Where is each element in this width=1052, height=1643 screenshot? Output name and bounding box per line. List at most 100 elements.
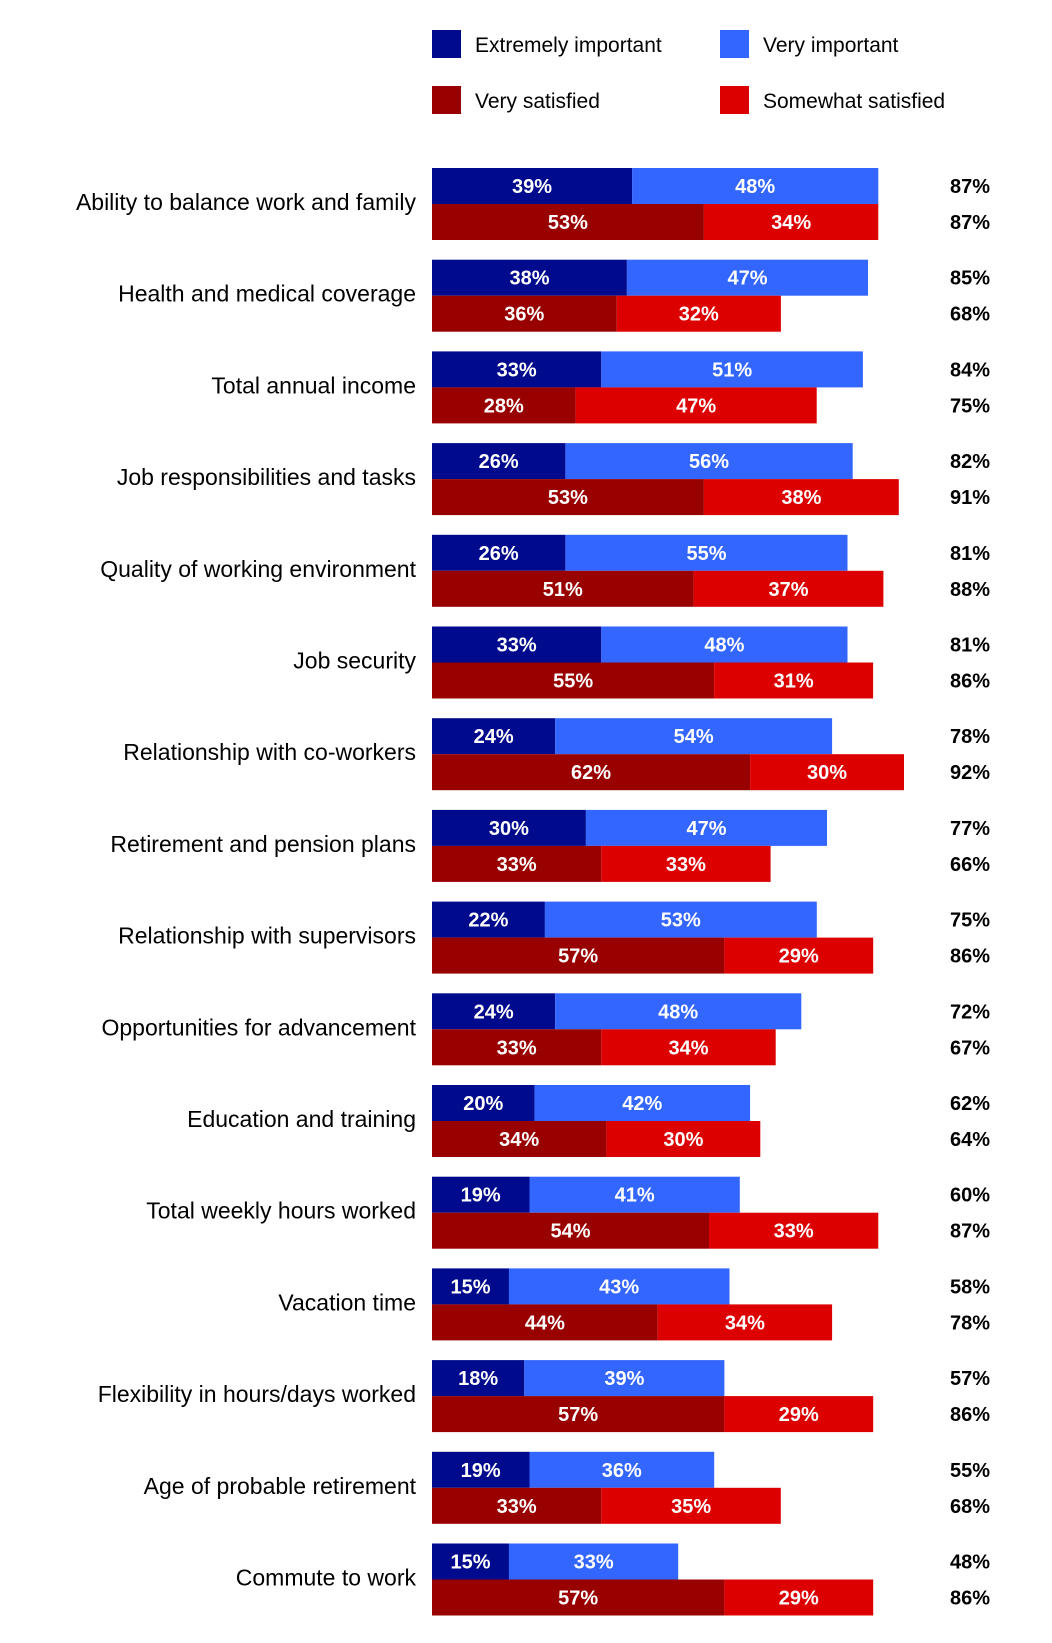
bar-very-satisfied xyxy=(432,1121,607,1157)
bar-somewhat-satisfied xyxy=(724,1579,874,1616)
data-label-somewhat-satisfied: 29% xyxy=(779,1404,819,1426)
data-label-extremely-important: 22% xyxy=(468,910,508,932)
bar-extremely-important xyxy=(432,534,566,571)
bar-very-satisfied xyxy=(432,1212,709,1249)
bar-somewhat-satisfied xyxy=(693,570,884,607)
category-label: Commute to work xyxy=(236,1565,417,1591)
importance-total: 62% xyxy=(950,1093,990,1115)
legend-label-very-important: Very important xyxy=(763,34,899,57)
data-label-extremely-important: 30% xyxy=(489,818,529,840)
data-label-very-important: 48% xyxy=(704,635,744,657)
bar-very-important xyxy=(565,443,853,480)
bar-somewhat-satisfied xyxy=(724,1396,874,1433)
bar-extremely-important xyxy=(432,168,633,204)
bar-very-important xyxy=(544,901,817,938)
bar-very-satisfied xyxy=(432,295,617,332)
data-label-somewhat-satisfied: 29% xyxy=(779,1588,819,1610)
data-label-somewhat-satisfied: 30% xyxy=(663,1129,703,1151)
data-label-very-satisfied: 53% xyxy=(548,487,588,509)
data-label-somewhat-satisfied: 38% xyxy=(781,487,821,509)
data-label-very-important: 42% xyxy=(622,1093,662,1115)
data-label-very-satisfied: 28% xyxy=(484,395,524,417)
category-label: Opportunities for advancement xyxy=(101,1014,416,1040)
data-label-very-satisfied: 34% xyxy=(499,1129,539,1151)
bar-very-important xyxy=(534,1085,751,1121)
satisfaction-total: 66% xyxy=(950,854,990,876)
data-label-very-important: 48% xyxy=(735,176,775,198)
data-label-very-important: 41% xyxy=(615,1185,655,1207)
bar-very-satisfied xyxy=(432,204,704,240)
importance-total: 78% xyxy=(950,726,990,748)
bar-very-satisfied xyxy=(432,479,704,516)
importance-total: 81% xyxy=(950,543,990,565)
data-label-very-important: 47% xyxy=(727,268,767,290)
legend-swatch-extremely-important xyxy=(432,30,461,58)
category-row: Ability to balance work and family 39% 48%… xyxy=(76,168,990,240)
data-label-somewhat-satisfied: 29% xyxy=(779,946,819,968)
data-label-extremely-important: 24% xyxy=(474,726,514,748)
category-row: Job security 33% 48% 55% 31% 81% 86% xyxy=(293,626,990,699)
satisfaction-total: 75% xyxy=(950,395,990,417)
category-row: Opportunities for advancement 24% 48% 33% 34… xyxy=(101,993,990,1066)
bar-extremely-important xyxy=(432,259,627,296)
importance-total: 48% xyxy=(950,1552,990,1574)
data-label-extremely-important: 39% xyxy=(512,176,552,198)
satisfaction-total: 87% xyxy=(950,1221,990,1243)
data-label-very-important: 39% xyxy=(604,1368,644,1390)
data-label-very-satisfied: 57% xyxy=(558,946,598,968)
data-label-very-satisfied: 36% xyxy=(504,304,544,326)
category-label: Age of probable retirement xyxy=(144,1473,417,1499)
data-label-very-important: 33% xyxy=(574,1552,614,1574)
bar-extremely-important xyxy=(432,351,602,388)
data-label-extremely-important: 38% xyxy=(509,268,549,290)
legend-label-very-satisfied: Very satisfied xyxy=(475,90,600,113)
bar-very-important xyxy=(555,993,802,1030)
legend-label-somewhat-satisfied: Somewhat satisfied xyxy=(763,90,945,113)
legend-swatch-very-satisfied xyxy=(432,86,461,114)
bar-very-important xyxy=(529,1451,715,1488)
bar-extremely-important xyxy=(432,1451,530,1488)
data-label-somewhat-satisfied: 34% xyxy=(725,1312,765,1334)
data-label-extremely-important: 33% xyxy=(497,359,537,381)
data-label-extremely-important: 33% xyxy=(497,635,537,657)
satisfaction-total: 86% xyxy=(950,671,990,693)
satisfaction-total: 91% xyxy=(950,487,990,509)
data-label-very-satisfied: 54% xyxy=(550,1221,590,1243)
bar-extremely-important xyxy=(432,1268,509,1305)
bar-very-important xyxy=(555,718,833,755)
data-label-extremely-important: 26% xyxy=(479,543,519,565)
bar-extremely-important xyxy=(432,1085,535,1121)
importance-total: 75% xyxy=(950,910,990,932)
bar-very-important xyxy=(508,1268,730,1305)
category-row: Education and training 20% 42% 34% 30% 62% 64% xyxy=(187,1085,990,1157)
bar-extremely-important xyxy=(432,809,586,846)
data-label-very-satisfied: 33% xyxy=(497,1037,537,1059)
category-label: Education and training xyxy=(187,1106,416,1132)
bar-somewhat-satisfied xyxy=(575,387,817,424)
category-label: Total annual income xyxy=(211,372,416,398)
legend-item-very-satisfied: Very satisfied xyxy=(432,86,600,114)
data-label-extremely-important: 15% xyxy=(450,1276,490,1298)
data-label-very-satisfied: 62% xyxy=(571,762,611,784)
bar-somewhat-satisfied xyxy=(714,662,874,699)
bar-very-important xyxy=(632,168,879,204)
category-row: Relationship with supervisors 22% 53% 57% 29… xyxy=(118,901,990,974)
data-label-very-satisfied: 33% xyxy=(497,854,537,876)
category-label: Relationship with supervisors xyxy=(118,923,416,949)
satisfaction-total: 68% xyxy=(950,304,990,326)
data-label-extremely-important: 19% xyxy=(461,1460,501,1482)
importance-total: 57% xyxy=(950,1368,990,1390)
chart-rows: Ability to balance work and family 39% 48%… xyxy=(76,168,990,1616)
satisfaction-total: 88% xyxy=(950,579,990,601)
bar-very-satisfied xyxy=(432,1304,658,1341)
bar-extremely-important xyxy=(432,993,556,1030)
data-label-somewhat-satisfied: 32% xyxy=(679,304,719,326)
category-label: Relationship with co-workers xyxy=(123,739,416,765)
bar-somewhat-satisfied xyxy=(724,937,874,974)
category-label: Retirement and pension plans xyxy=(110,831,416,857)
bar-very-satisfied xyxy=(432,387,576,424)
bar-very-important xyxy=(601,351,863,388)
importance-total: 87% xyxy=(950,176,990,198)
bar-somewhat-satisfied xyxy=(703,204,879,240)
